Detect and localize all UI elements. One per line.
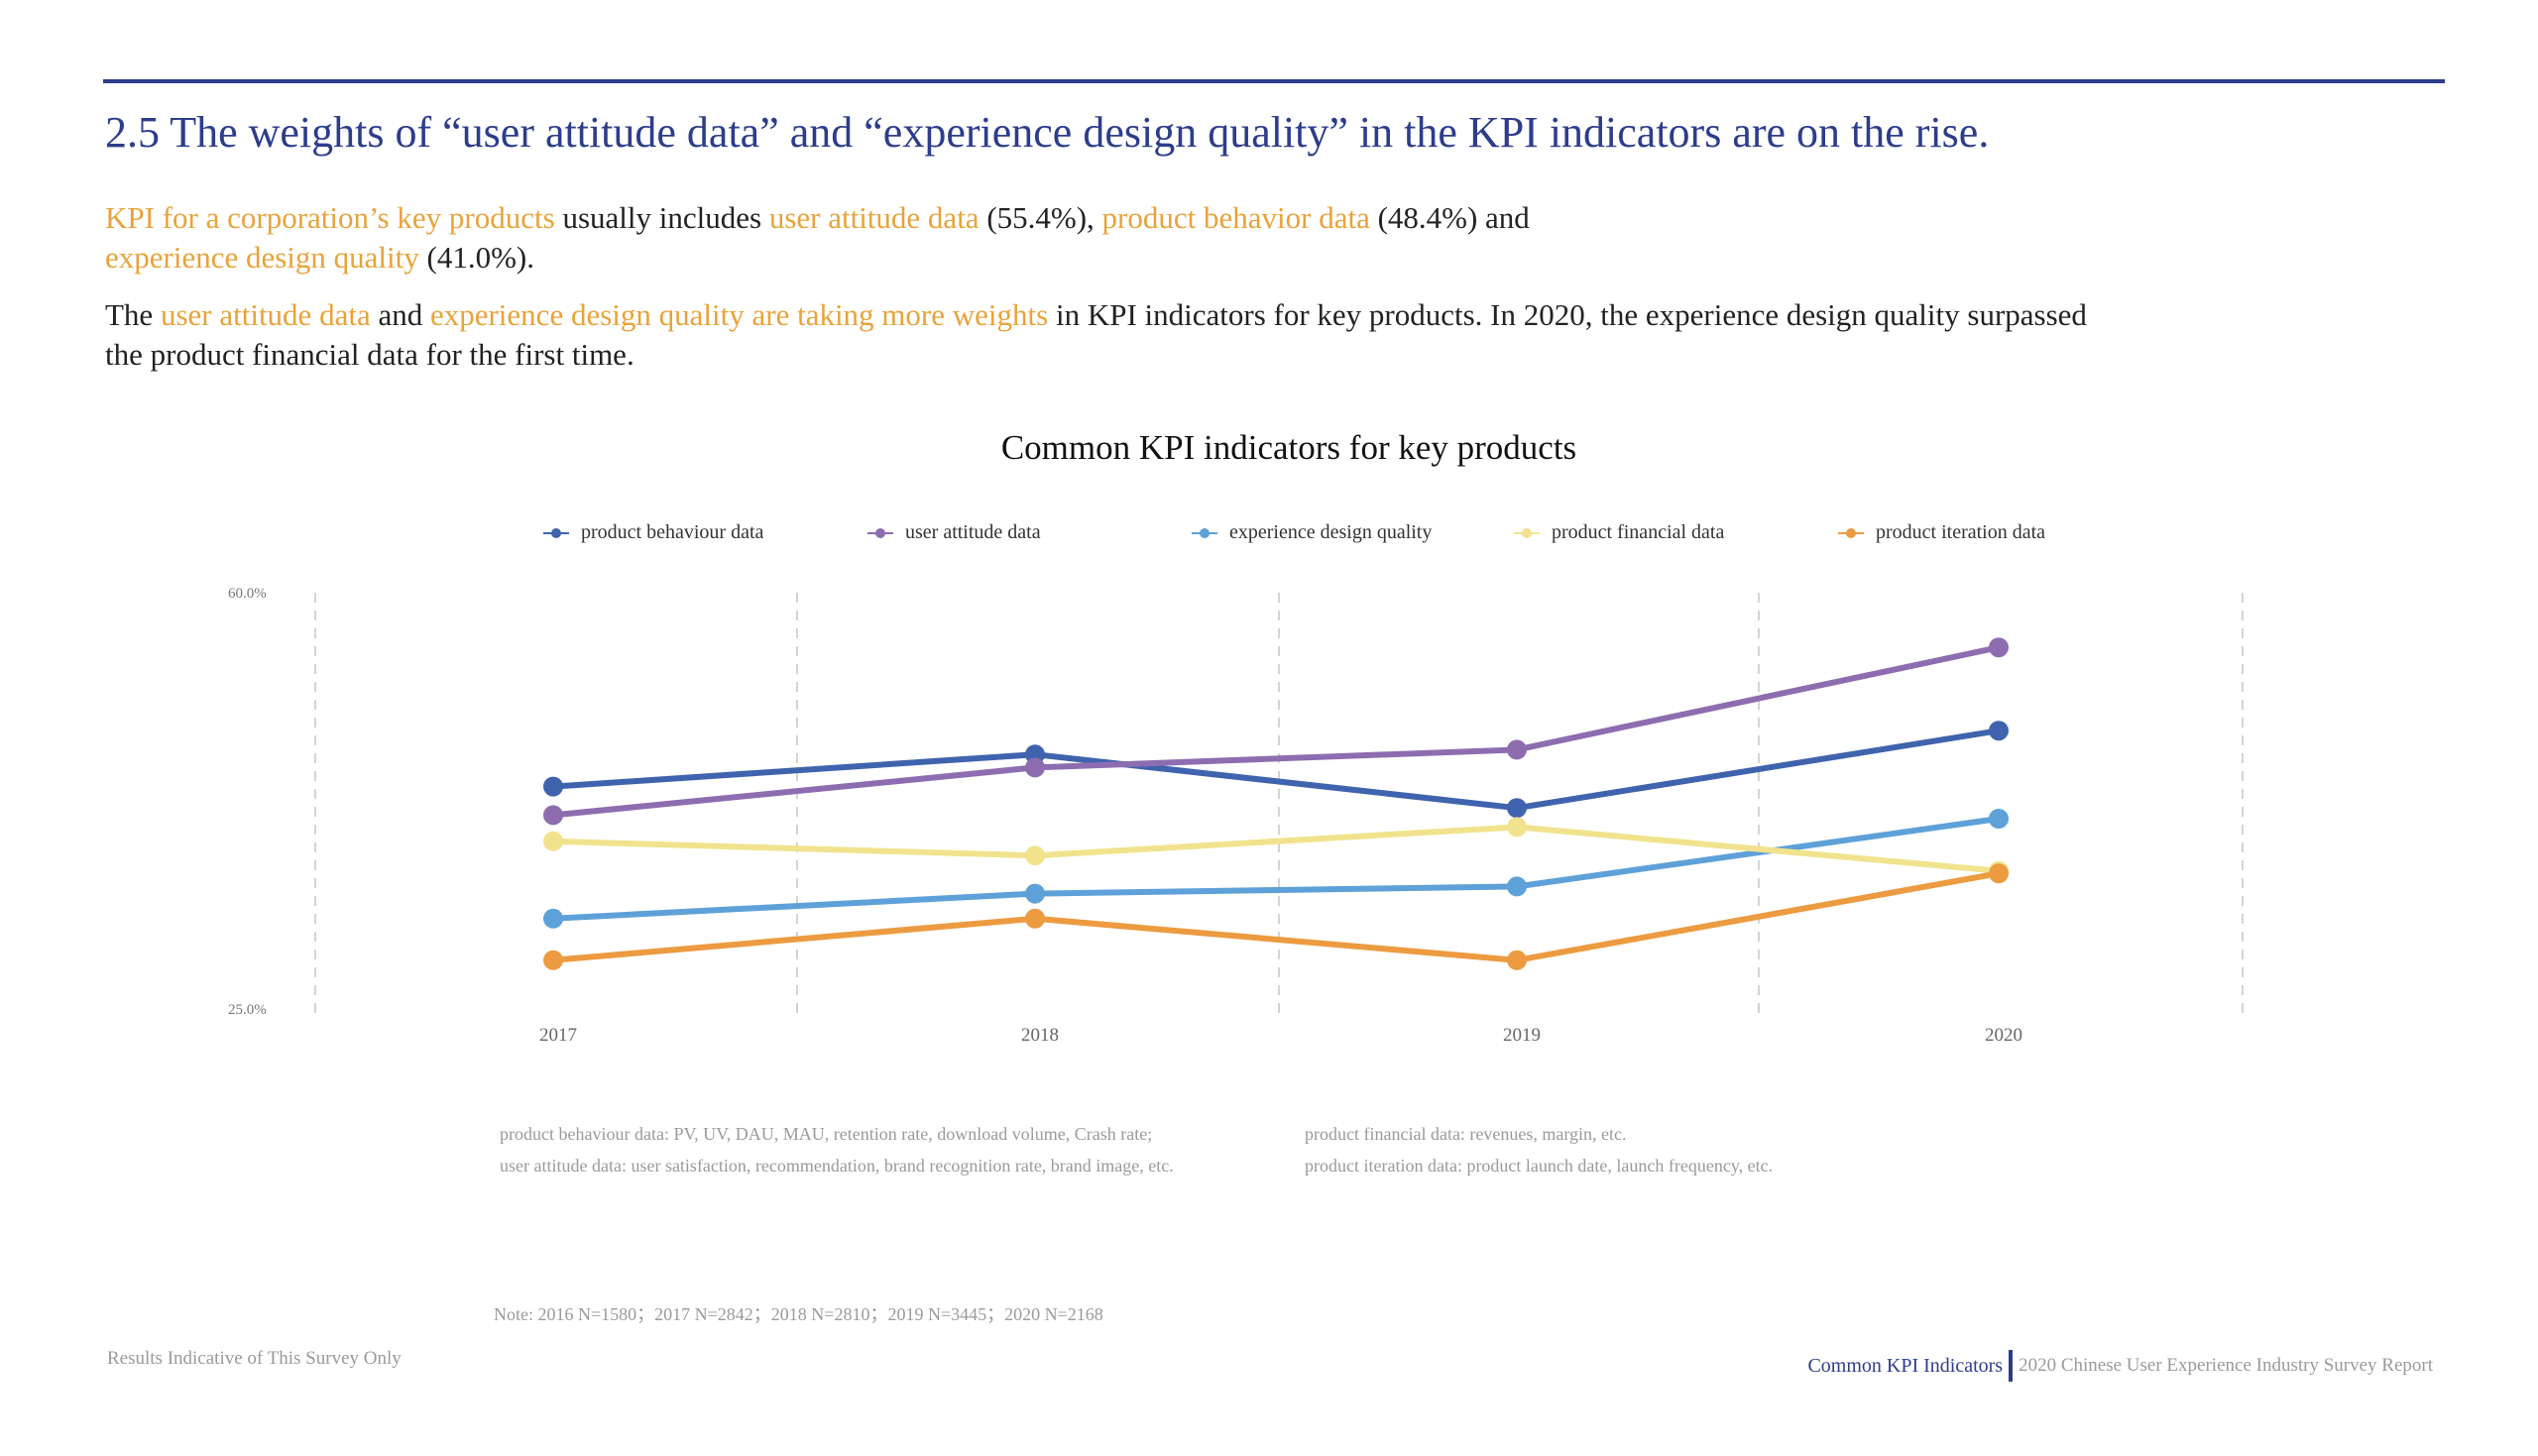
- footer-report: 2020 Chinese User Experience Industry Su…: [2019, 1355, 2433, 1376]
- chart-title: Common KPI indicators for key products: [1000, 428, 1577, 467]
- data-point: [1989, 863, 2009, 884]
- legend-label: product financial data: [1552, 521, 1725, 543]
- legend-label: experience design quality: [1229, 521, 1433, 543]
- p1-highlight-attitude: user attitude data: [768, 200, 980, 235]
- legend-label: user attitude data: [905, 521, 1041, 543]
- legend-marker: [1836, 527, 1866, 539]
- legend-marker: [1190, 527, 1219, 539]
- p1-text: (41.0%).: [418, 240, 535, 275]
- data-point: [1025, 757, 1045, 778]
- p1-text: (55.4%),: [979, 200, 1102, 235]
- data-point: [1989, 637, 2009, 658]
- series-line: [550, 728, 2002, 812]
- legend-item: product financial data: [1512, 521, 1724, 544]
- data-point: [543, 805, 563, 826]
- legend-marker: [1512, 527, 1542, 539]
- series-line: [550, 816, 2002, 922]
- p2-text: in KPI indicators for key products. In 2…: [105, 297, 2087, 372]
- footnotes-right: product financial data: revenues, margin…: [1305, 1122, 1999, 1185]
- data-point: [1025, 845, 1045, 866]
- top-rule: [103, 79, 2445, 83]
- data-point: [1507, 950, 1527, 970]
- data-point: [1507, 798, 1527, 819]
- footnote-iteration: product iteration data: product launch d…: [1305, 1156, 1774, 1176]
- series-line: [550, 644, 2002, 819]
- disclaimer: Results Indicative of This Survey Only: [107, 1348, 402, 1369]
- series-line: [550, 870, 2002, 963]
- footer-divider: [2009, 1350, 2014, 1382]
- legend-marker: [541, 527, 571, 539]
- x-tick-label: 2018: [1021, 1025, 1059, 1046]
- p1-text: (48.4%) and: [1369, 200, 1530, 235]
- footer-section: Common KPI Indicators: [1807, 1354, 2004, 1377]
- legend-label: product iteration data: [1876, 521, 2046, 543]
- data-point: [1025, 908, 1045, 929]
- y-tick-label: 60.0%: [228, 586, 267, 602]
- p2-text: and: [370, 297, 430, 332]
- y-tick-label: 25.0%: [228, 1002, 267, 1018]
- legend-marker: [865, 527, 895, 539]
- p1-highlight-design: experience design quality: [105, 240, 419, 275]
- footnote-attitude: user attitude data: user satisfaction, r…: [500, 1156, 1174, 1176]
- p2-text: The: [105, 297, 161, 332]
- p2-highlight-attitude: user attitude data: [160, 297, 371, 332]
- data-point: [1507, 876, 1527, 897]
- data-point: [543, 908, 563, 929]
- intro-paragraph: KPI for a corporation’s key products usu…: [105, 198, 2108, 278]
- data-point: [1507, 739, 1527, 760]
- summary-paragraph: The user attitude data and experience de…: [105, 295, 2108, 375]
- series-line: [550, 824, 2002, 874]
- page-title: 2.5 The weights of “user attitude data” …: [105, 108, 1990, 157]
- data-point: [1025, 883, 1045, 904]
- p1-highlight-behavior: product behavior data: [1101, 200, 1370, 235]
- data-point: [543, 950, 563, 970]
- data-point: [1989, 809, 2009, 829]
- x-tick-label: 2019: [1503, 1025, 1541, 1046]
- p1-highlight-kpi: KPI for a corporation’s key products: [105, 200, 555, 235]
- data-point: [543, 831, 563, 851]
- legend-item: product behaviour data: [541, 521, 763, 544]
- legend-item: experience design quality: [1190, 521, 1432, 544]
- footnote-financial: product financial data: revenues, margin…: [1305, 1124, 1627, 1144]
- data-point: [1989, 721, 2009, 741]
- footnote-behaviour: product behaviour data: PV, UV, DAU, MAU…: [500, 1124, 1153, 1144]
- p1-text: usually includes: [554, 200, 769, 235]
- footnotes-left: product behaviour data: PV, UV, DAU, MAU…: [500, 1122, 1293, 1185]
- data-point: [1507, 817, 1527, 838]
- p2-highlight-design: experience design quality are taking mor…: [429, 297, 1049, 332]
- page-footer: Common KPI Indicators 2020 Chinese User …: [1807, 1350, 2433, 1382]
- line-chart: 60.0% 25.0% 2017 2018 2019 2020: [228, 586, 2244, 1046]
- legend-item: product iteration data: [1836, 521, 2045, 544]
- x-tick-label: 2017: [539, 1025, 577, 1046]
- sample-size-note: Note: 2016 N=1580；2017 N=2842；2018 N=281…: [494, 1304, 1103, 1324]
- data-point: [543, 776, 563, 797]
- legend-item: user attitude data: [865, 521, 1041, 544]
- x-tick-label: 2020: [1985, 1025, 2022, 1046]
- legend-label: product behaviour data: [581, 521, 764, 543]
